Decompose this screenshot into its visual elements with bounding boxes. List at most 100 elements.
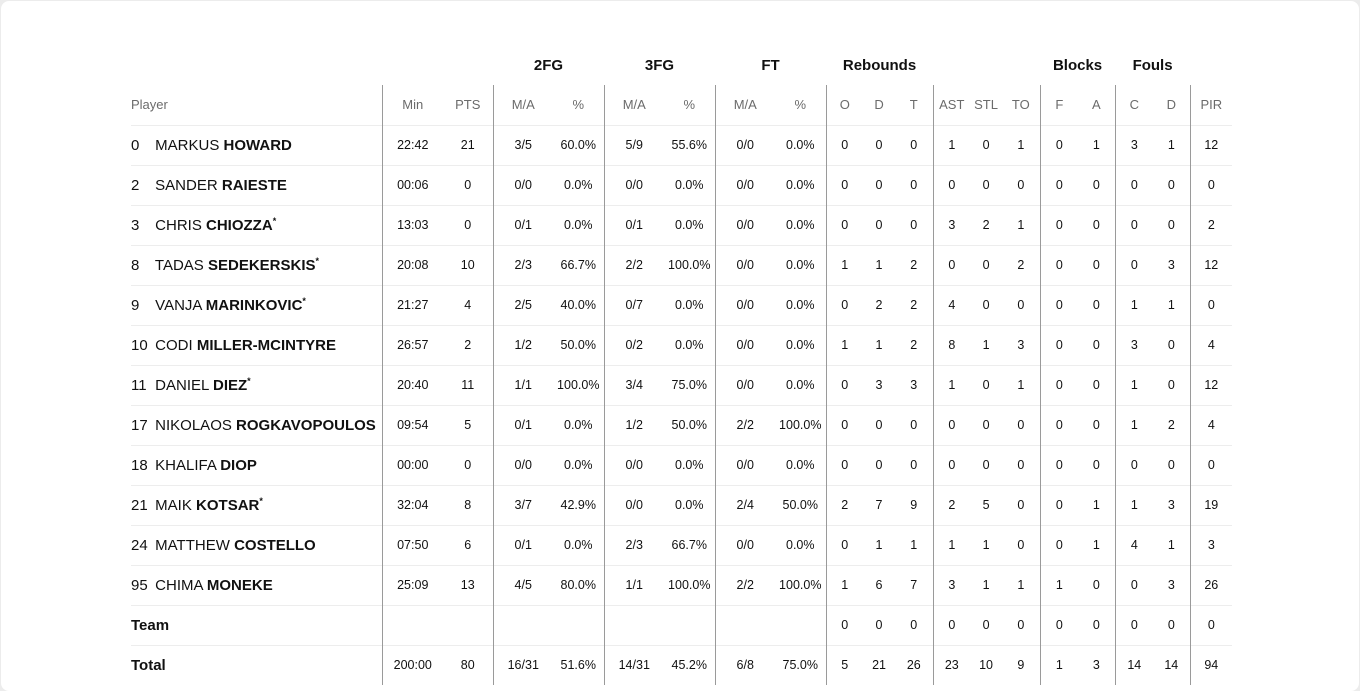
- col-header-3fg-pct[interactable]: %: [683, 97, 696, 113]
- stat-2fg-ma: 1/2: [492, 324, 553, 365]
- player-cell[interactable]: 17 NIKOLAOS ROGKAVOPOULOS: [131, 404, 382, 445]
- stat-ft-pct: 0.0%: [775, 324, 827, 365]
- col-header-to[interactable]: TO: [1011, 97, 1030, 113]
- player-last-name[interactable]: COSTELLO: [234, 537, 316, 554]
- player-number: 9: [131, 297, 140, 314]
- stat-ft-ma: 0/0: [714, 364, 775, 405]
- player-last-name[interactable]: CHIOZZA: [206, 217, 273, 234]
- player-last-name[interactable]: RAIESTE: [221, 177, 287, 194]
- stat-blk-a: 0: [1078, 444, 1116, 485]
- player-last-name[interactable]: HOWARD: [223, 137, 292, 154]
- player-number: 24: [131, 537, 148, 554]
- stat-reb-t: 2: [895, 244, 934, 285]
- player-last-name[interactable]: SEDEKERSKIS: [207, 257, 316, 274]
- player-number: 17: [131, 417, 148, 434]
- col-header-2fg-ma[interactable]: M/A: [492, 85, 553, 125]
- group-header-fouls: Fouls: [1132, 56, 1173, 74]
- col-header-3fg-ma[interactable]: M/A: [603, 85, 664, 125]
- stat-foul-d: 0: [1153, 324, 1191, 365]
- col-header-foul-d[interactable]: D: [1166, 97, 1176, 113]
- stat-stl: 1: [970, 324, 1003, 365]
- stat-pir: 4: [1189, 324, 1233, 365]
- col-header-min[interactable]: Min: [381, 85, 443, 125]
- col-header-player[interactable]: Player: [131, 97, 168, 113]
- stat-reb-t: 0: [895, 204, 934, 245]
- stat-pir: 12: [1189, 364, 1233, 405]
- stat-to: 2: [1002, 244, 1041, 285]
- col-header-ast[interactable]: AST: [932, 85, 971, 125]
- stat-pts: 2: [443, 324, 493, 365]
- stat-ft-pct: 100.0%: [775, 404, 827, 445]
- col-header-blk-f[interactable]: F: [1039, 85, 1079, 125]
- stat-stl: 0: [970, 364, 1003, 405]
- player-cell[interactable]: 24 MATTHEW COSTELLO: [131, 524, 382, 565]
- stat-3fg-ma: 1/2: [603, 404, 664, 445]
- player-last-name[interactable]: ROGKAVOPOULOS: [236, 417, 376, 434]
- stat-reb-t: 0: [895, 124, 934, 165]
- col-header-ft-ma[interactable]: M/A: [714, 85, 775, 125]
- stat-reb-o: 0: [825, 444, 864, 485]
- player-cell[interactable]: 2 SANDER RAIESTE: [131, 164, 382, 205]
- stat-min: 25:09: [381, 564, 443, 605]
- stat-2fg-pct: 0.0%: [553, 444, 604, 485]
- col-header-reb-d[interactable]: D: [874, 97, 884, 113]
- col-header-ft-pct[interactable]: %: [794, 97, 807, 113]
- stat-ft-ma: 6/8: [714, 644, 775, 685]
- stat-blk-a: 3: [1078, 644, 1116, 685]
- stat-foul-d: 3: [1153, 484, 1191, 525]
- player-last-name[interactable]: MARINKOVIC: [205, 297, 303, 314]
- col-header-2fg-pct[interactable]: %: [572, 97, 585, 113]
- player-last-name[interactable]: DIOP: [220, 457, 257, 474]
- group-header-empty: [933, 45, 1040, 85]
- stat-pts: 0: [443, 444, 493, 485]
- col-header-pts[interactable]: PTS: [455, 97, 481, 113]
- player-last-name[interactable]: MILLER-MCINTYRE: [196, 337, 336, 354]
- stat-3fg-ma: [603, 604, 664, 645]
- stat-pts: 4: [443, 284, 493, 325]
- player-last-name[interactable]: MONEKE: [206, 577, 273, 594]
- stat-3fg-ma: 0/1: [603, 204, 664, 245]
- stat-3fg-pct: 0.0%: [664, 484, 715, 525]
- player-number: 3: [131, 217, 140, 234]
- player-cell[interactable]: 3 CHRIS CHIOZZA*: [131, 204, 382, 245]
- player-number: 10: [131, 337, 148, 354]
- player-cell[interactable]: 9 VANJA MARINKOVIC*: [131, 284, 382, 325]
- player-number: 11: [131, 377, 147, 394]
- stat-to: 9: [1002, 644, 1041, 685]
- stat-min: 09:54: [381, 404, 443, 445]
- stat-pir: 3: [1189, 524, 1233, 565]
- stat-2fg-ma: 2/5: [492, 284, 553, 325]
- group-header-ft: FT: [761, 56, 780, 74]
- stat-ast: 3: [932, 204, 971, 245]
- player-cell[interactable]: 21 MAIK KOTSAR*: [131, 484, 382, 525]
- player-cell[interactable]: 11 DANIEL DIEZ*: [131, 364, 382, 405]
- stat-ast: 0: [932, 404, 971, 445]
- player-cell[interactable]: 0 MARKUS HOWARD: [131, 124, 382, 165]
- stat-min: 00:06: [381, 164, 443, 205]
- stat-to: 0: [1002, 484, 1041, 525]
- group-header-blocks: Blocks: [1052, 56, 1103, 74]
- stat-reb-o: 1: [825, 564, 864, 605]
- col-header-blk-a[interactable]: A: [1091, 97, 1101, 113]
- player-cell[interactable]: 18 KHALIFA DIOP: [131, 444, 382, 485]
- stat-blk-a: 0: [1078, 204, 1116, 245]
- player-last-name[interactable]: DIEZ: [212, 377, 248, 394]
- player-first-name: MARKUS: [155, 137, 220, 154]
- player-cell[interactable]: 95 CHIMA MONEKE: [131, 564, 382, 605]
- player-cell[interactable]: 8 TADAS SEDEKERSKIS*: [131, 244, 382, 285]
- stat-reb-t: 9: [895, 484, 934, 525]
- stat-pts: 11: [443, 364, 493, 405]
- col-header-foul-c[interactable]: C: [1114, 85, 1154, 125]
- player-last-name[interactable]: KOTSAR: [196, 497, 260, 514]
- stat-3fg-pct: 0.0%: [664, 164, 715, 205]
- col-header-reb-o[interactable]: O: [825, 85, 864, 125]
- stat-stl: 0: [970, 444, 1003, 485]
- stat-min: 13:03: [381, 204, 443, 245]
- stat-ft-pct: 0.0%: [775, 244, 827, 285]
- col-header-reb-t[interactable]: T: [909, 97, 918, 113]
- stat-reb-d: 6: [863, 564, 896, 605]
- stat-ft-ma: [714, 604, 775, 645]
- col-header-pir[interactable]: PIR: [1189, 85, 1233, 125]
- col-header-stl[interactable]: STL: [974, 97, 998, 113]
- player-cell[interactable]: 10 CODI MILLER-MCINTYRE: [131, 324, 382, 365]
